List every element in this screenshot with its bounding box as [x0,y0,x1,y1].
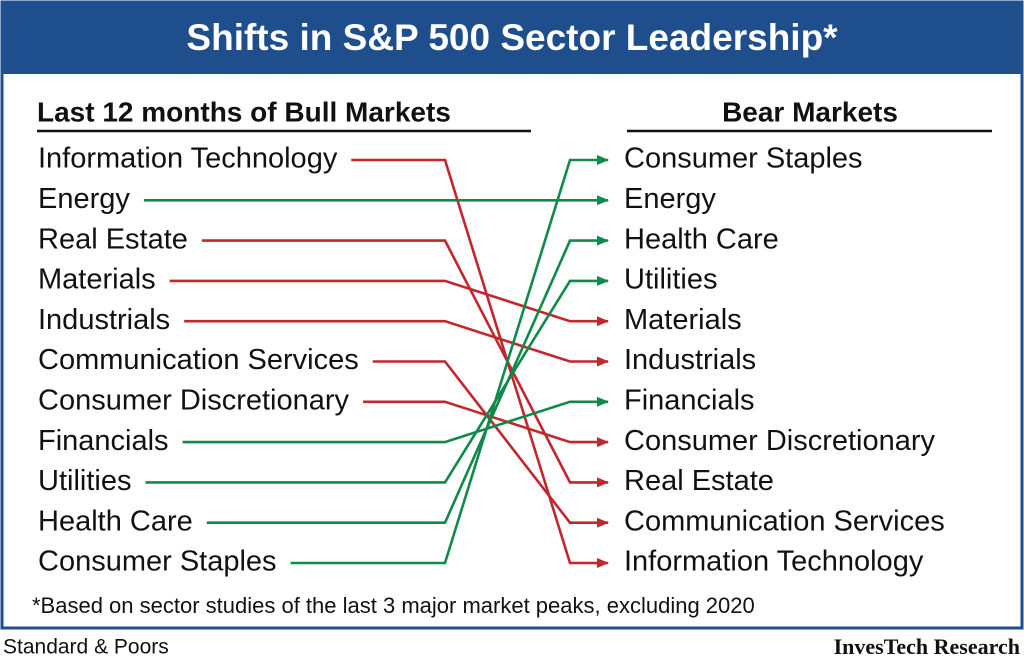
link-arrow [290,155,609,565]
right-item: Financials [624,384,755,416]
link-arrow [182,396,609,444]
right-item: Health Care [624,223,779,255]
left-item: Communication Services [38,344,359,376]
right-item: Energy [624,183,716,215]
right-item: Real Estate [624,465,774,497]
left-item: Materials [38,264,156,296]
title-bar [2,2,1022,74]
left-item: Energy [38,183,130,215]
left-item: Financials [38,425,169,457]
source: Standard & Poors [3,636,169,659]
links [143,155,609,568]
left-item: Industrials [38,304,170,336]
title: Shifts in S&P 500 Sector Leadership* [186,17,838,58]
right-item: Materials [624,304,742,336]
right-item: Consumer Discretionary [624,425,936,457]
link-arrow [372,360,609,528]
left-item: Information Technology [38,143,338,175]
link-arrow [184,319,609,367]
right-item: Communication Services [624,505,945,537]
left-item: Consumer Discretionary [38,384,350,416]
link-arrow [169,279,609,327]
left-item: Real Estate [38,223,188,255]
left-item: Consumer Staples [38,546,277,578]
left-item: Health Care [38,505,193,537]
right-heading: Bear Markets [722,96,898,127]
right-item: Industrials [624,344,756,376]
frame [0,0,1024,630]
left-heading: Last 12 months of Bull Markets [37,96,451,127]
footnote: *Based on sector studies of the last 3 m… [32,593,755,618]
left-item: Utilities [38,465,131,497]
link-arrow [206,235,609,524]
right-item: Information Technology [624,546,924,578]
right-item: Utilities [624,264,717,296]
brand: InvesTech Research [834,634,1020,659]
right-item: Consumer Staples [624,143,863,175]
